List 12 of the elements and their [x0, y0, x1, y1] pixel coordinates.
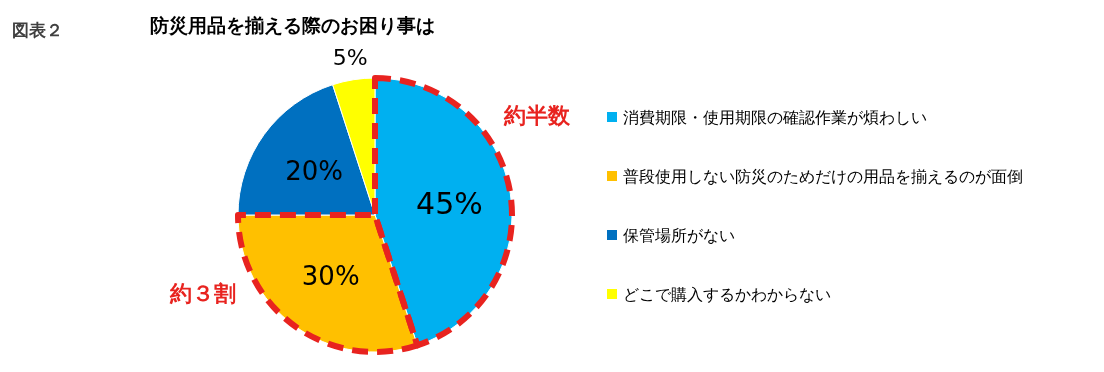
legend-label: 普段使用しない防災のためだけの用品を揃えるのが面倒	[623, 166, 1023, 186]
data-label: 20%	[285, 155, 343, 186]
legend-label: どこで購入するかわからない	[623, 284, 831, 304]
data-label: 45%	[416, 185, 483, 221]
legend-label: 保管場所がない	[623, 225, 735, 245]
data-label: 30%	[301, 260, 360, 291]
data-label: 5%	[332, 45, 368, 71]
chart-title: 防災用品を揃える際のお困り事は	[150, 14, 435, 36]
text: 約３割	[169, 280, 236, 306]
legend-label: 消費期限・使用期限の確認作業が煩わしい	[623, 107, 927, 127]
text: 約半数	[503, 102, 571, 128]
text: 図表２	[12, 20, 63, 40]
